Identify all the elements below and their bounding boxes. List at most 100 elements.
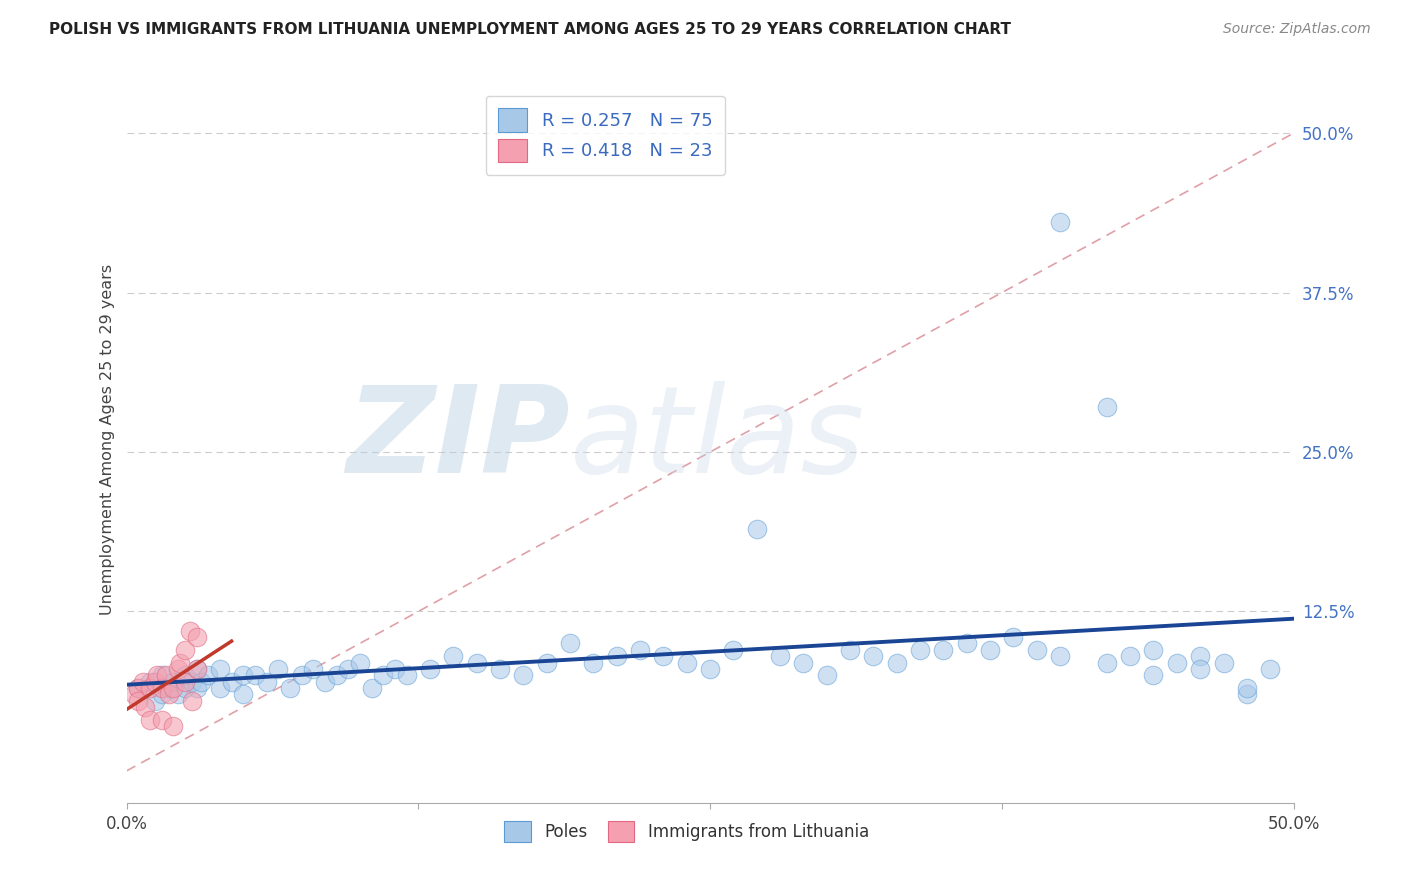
Point <box>1095 656 1118 670</box>
Point <box>139 713 162 727</box>
Point <box>815 668 838 682</box>
Point <box>1025 642 1047 657</box>
Point <box>489 662 512 676</box>
Point <box>1002 630 1025 644</box>
Point <box>723 642 745 657</box>
Point <box>150 687 173 701</box>
Point <box>155 668 177 682</box>
Point <box>979 642 1001 657</box>
Point <box>143 674 166 689</box>
Point <box>167 662 190 676</box>
Point <box>302 662 325 676</box>
Point <box>169 656 191 670</box>
Y-axis label: Unemployment Among Ages 25 to 29 years: Unemployment Among Ages 25 to 29 years <box>100 264 115 615</box>
Point <box>157 681 180 695</box>
Point <box>325 668 347 682</box>
Point <box>1142 668 1164 682</box>
Point <box>162 681 184 695</box>
Point <box>127 681 149 695</box>
Point <box>360 681 382 695</box>
Point <box>792 656 814 670</box>
Point <box>150 713 173 727</box>
Point <box>1142 642 1164 657</box>
Point <box>606 649 628 664</box>
Point <box>536 656 558 670</box>
Point <box>1212 656 1234 670</box>
Point <box>186 662 208 676</box>
Point <box>174 681 197 695</box>
Point <box>174 668 197 682</box>
Point <box>582 656 605 670</box>
Point <box>886 656 908 670</box>
Point <box>180 674 202 689</box>
Point <box>1049 215 1071 229</box>
Point <box>769 649 792 664</box>
Point <box>908 642 931 657</box>
Point <box>157 687 180 701</box>
Point <box>419 662 441 676</box>
Point <box>186 662 208 676</box>
Point <box>1189 662 1212 676</box>
Point <box>932 642 955 657</box>
Point <box>243 668 266 682</box>
Text: ZIP: ZIP <box>346 381 569 498</box>
Point <box>314 674 336 689</box>
Point <box>373 668 395 682</box>
Point <box>197 668 219 682</box>
Text: atlas: atlas <box>569 381 865 498</box>
Point <box>699 662 721 676</box>
Point <box>1236 681 1258 695</box>
Point <box>139 674 162 689</box>
Point <box>256 674 278 689</box>
Point <box>278 681 301 695</box>
Point <box>180 694 202 708</box>
Point <box>862 649 884 664</box>
Point <box>349 656 371 670</box>
Point <box>174 642 197 657</box>
Point <box>162 674 184 689</box>
Point <box>162 719 184 733</box>
Point <box>267 662 290 676</box>
Point <box>134 700 156 714</box>
Point <box>132 674 155 689</box>
Point <box>1095 401 1118 415</box>
Point <box>628 642 651 657</box>
Point <box>441 649 464 664</box>
Point <box>179 624 201 638</box>
Point <box>465 656 488 670</box>
Point <box>232 668 254 682</box>
Point <box>1166 656 1188 670</box>
Point <box>127 694 149 708</box>
Point <box>167 687 190 701</box>
Point <box>1236 687 1258 701</box>
Point <box>174 674 197 689</box>
Point <box>143 694 166 708</box>
Point <box>190 674 212 689</box>
Point <box>1189 649 1212 664</box>
Point <box>150 668 173 682</box>
Point <box>745 522 768 536</box>
Point <box>221 674 243 689</box>
Point <box>337 662 360 676</box>
Point <box>208 681 231 695</box>
Point <box>208 662 231 676</box>
Point <box>1049 649 1071 664</box>
Point <box>512 668 534 682</box>
Point <box>127 681 149 695</box>
Point <box>139 681 162 695</box>
Point <box>384 662 406 676</box>
Point <box>675 656 697 670</box>
Point <box>1258 662 1281 676</box>
Point <box>186 630 208 644</box>
Point <box>186 681 208 695</box>
Point <box>956 636 979 650</box>
Point <box>652 649 675 664</box>
Point <box>558 636 581 650</box>
Point <box>839 642 862 657</box>
Text: POLISH VS IMMIGRANTS FROM LITHUANIA UNEMPLOYMENT AMONG AGES 25 TO 29 YEARS CORRE: POLISH VS IMMIGRANTS FROM LITHUANIA UNEM… <box>49 22 1011 37</box>
Legend: Poles, Immigrants from Lithuania: Poles, Immigrants from Lithuania <box>498 814 876 849</box>
Point <box>395 668 418 682</box>
Point <box>1119 649 1142 664</box>
Point <box>232 687 254 701</box>
Point <box>290 668 312 682</box>
